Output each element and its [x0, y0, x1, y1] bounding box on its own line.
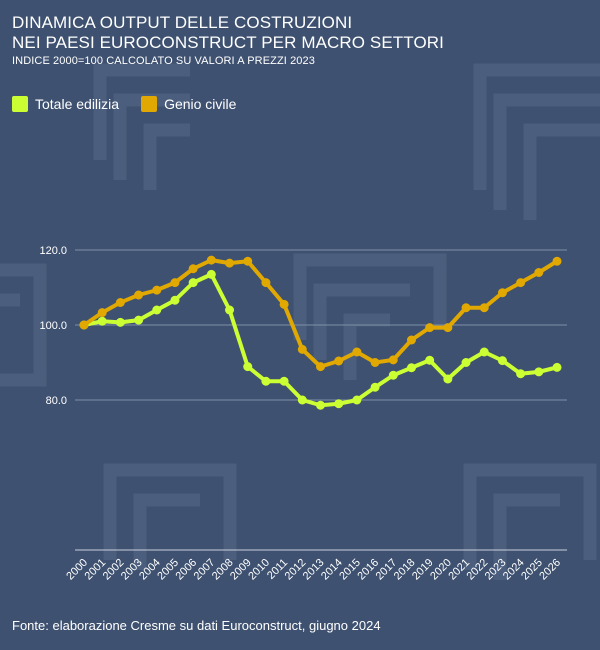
data-point-totale-edilizia	[170, 295, 180, 305]
data-point-genio-civile	[479, 303, 489, 313]
data-point-totale-edilizia	[261, 376, 271, 386]
data-point-totale-edilizia	[206, 269, 216, 279]
data-point-totale-edilizia	[479, 347, 489, 357]
legend-label-totale-edilizia: Totale edilizia	[35, 96, 120, 112]
data-point-genio-civile	[497, 288, 507, 298]
data-point-genio-civile	[516, 278, 526, 288]
chart-legend: Totale edilizia Genio civile	[12, 96, 236, 112]
data-point-totale-edilizia	[188, 278, 198, 288]
data-point-totale-edilizia	[279, 376, 289, 386]
data-point-totale-edilizia	[297, 395, 307, 405]
data-point-totale-edilizia	[443, 374, 453, 384]
data-point-totale-edilizia	[97, 316, 107, 326]
legend-swatch-totale-edilizia	[12, 96, 28, 112]
data-point-genio-civile	[170, 278, 180, 288]
data-point-genio-civile	[115, 298, 125, 307]
data-point-totale-edilizia	[552, 362, 562, 372]
data-point-genio-civile	[261, 278, 271, 288]
data-point-totale-edilizia	[461, 358, 471, 367]
data-point-totale-edilizia	[152, 305, 162, 315]
data-point-genio-civile	[388, 355, 398, 365]
data-point-totale-edilizia	[225, 305, 235, 315]
data-point-genio-civile	[279, 299, 289, 309]
data-point-totale-edilizia	[406, 363, 416, 373]
data-point-genio-civile	[152, 285, 162, 295]
data-point-totale-edilizia	[334, 399, 344, 409]
data-point-totale-edilizia	[352, 395, 362, 405]
legend-label-genio-civile: Genio civile	[164, 96, 237, 112]
data-point-genio-civile	[97, 308, 107, 318]
data-point-totale-edilizia	[134, 315, 144, 325]
chart-title-line-2: NEI PAESI EUROCONSTRUCT PER MACRO SETTOR…	[12, 33, 444, 52]
legend-item-genio-civile[interactable]: Genio civile	[141, 96, 236, 112]
data-point-genio-civile	[425, 323, 435, 333]
y-tick-label: 100.0	[39, 320, 67, 332]
data-point-totale-edilizia	[370, 382, 380, 392]
y-tick-label: 80.0	[46, 395, 67, 407]
line-chart: 120.0100.080.020002001200220032004200520…	[39, 245, 567, 583]
data-point-genio-civile	[352, 347, 362, 357]
data-point-genio-civile	[316, 362, 325, 372]
data-point-totale-edilizia	[243, 362, 253, 372]
legend-swatch-genio-civile	[141, 96, 158, 112]
data-point-totale-edilizia	[425, 355, 435, 365]
data-point-genio-civile	[243, 256, 253, 266]
data-point-genio-civile	[188, 264, 198, 274]
data-point-genio-civile	[406, 335, 416, 345]
source-note: Fonte: elaborazione Cresme su dati Euroc…	[12, 618, 381, 633]
data-point-genio-civile	[443, 323, 453, 333]
data-point-genio-civile	[534, 268, 544, 277]
y-tick-label: 120.0	[39, 245, 67, 257]
chart-title-line-1: DINAMICA OUTPUT DELLE COSTRUZIONI	[12, 13, 353, 32]
legend-item-totale-edilizia[interactable]: Totale edilizia	[12, 96, 119, 112]
data-point-totale-edilizia	[388, 370, 398, 380]
data-point-genio-civile	[297, 344, 307, 354]
data-point-totale-edilizia	[516, 369, 526, 379]
data-point-genio-civile	[370, 358, 380, 367]
data-point-genio-civile	[552, 256, 562, 266]
data-point-genio-civile	[461, 303, 471, 313]
data-point-genio-civile	[225, 258, 235, 268]
data-point-genio-civile	[79, 320, 89, 330]
x-tick-label: 2026	[537, 557, 563, 583]
data-point-totale-edilizia	[534, 367, 544, 377]
data-point-totale-edilizia	[316, 400, 325, 410]
data-point-totale-edilizia	[115, 317, 125, 327]
chart-title: DINAMICA OUTPUT DELLE COSTRUZIONI NEI PA…	[12, 13, 444, 53]
data-point-genio-civile	[206, 255, 216, 265]
chart-subtitle: INDICE 2000=100 CALCOLATO SU VALORI A PR…	[12, 55, 315, 67]
data-point-genio-civile	[134, 290, 144, 300]
data-point-genio-civile	[334, 356, 344, 366]
data-point-totale-edilizia	[497, 356, 507, 366]
